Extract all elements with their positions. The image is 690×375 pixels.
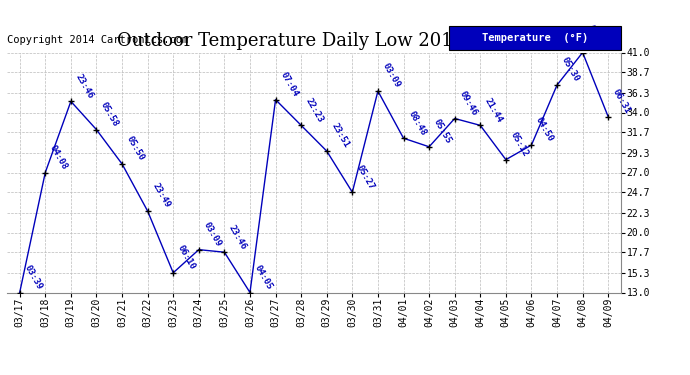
Text: 06:10: 06:10 [176, 244, 197, 272]
Text: 09:46: 09:46 [457, 89, 479, 117]
Text: 04:50: 04:50 [534, 116, 555, 144]
Text: Copyright 2014 Cartronics.com: Copyright 2014 Cartronics.com [7, 35, 188, 45]
Text: 03:09: 03:09 [201, 220, 223, 248]
Text: 23:49: 23:49 [150, 182, 172, 210]
Text: 05:30: 05:30 [560, 56, 581, 84]
Text: 22:23: 22:23 [304, 96, 325, 124]
Text: 23:46: 23:46 [227, 223, 248, 251]
Text: 23:46: 23:46 [74, 72, 95, 100]
Text: 03:39: 03:39 [23, 263, 43, 291]
Text: 03:09: 03:09 [381, 62, 402, 90]
Text: 06:31: 06:31 [611, 88, 632, 116]
Text: 07:04: 07:04 [278, 70, 299, 98]
Text: 05:58: 05:58 [99, 100, 121, 128]
Text: 21:44: 21:44 [483, 96, 504, 124]
Text: 05:12: 05:12 [509, 130, 530, 158]
Text: 08:48: 08:48 [406, 109, 428, 137]
Bar [449, 26, 621, 50]
Title: Outdoor Temperature Daily Low 20140410: Outdoor Temperature Daily Low 20140410 [117, 32, 511, 50]
Text: 04:05: 04:05 [253, 263, 274, 291]
Text: 05:27: 05:27 [355, 163, 376, 191]
Text: 23:51: 23:51 [330, 122, 351, 150]
Text: 05:55: 05:55 [432, 118, 453, 146]
Text: 05:50: 05:50 [125, 135, 146, 162]
Text: Temperature  (°F): Temperature (°F) [482, 33, 588, 43]
Text: 06:31: 06:31 [585, 23, 607, 51]
Text: 04:08: 04:08 [48, 143, 69, 171]
